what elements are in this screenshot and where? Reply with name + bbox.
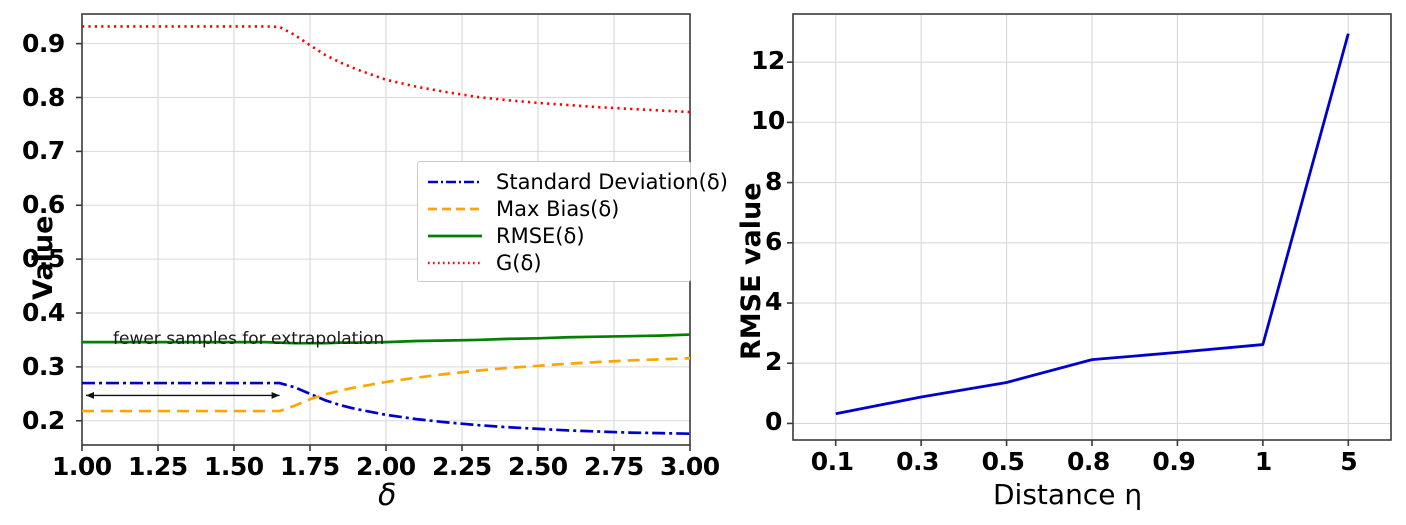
x-tick-2.25: 2.25 xyxy=(432,452,492,481)
y-tick-0.7: 0.7 xyxy=(22,136,65,166)
right-x-axis-label: Distance η xyxy=(993,478,1143,511)
right-chart-plot xyxy=(787,13,1392,446)
legend-item-max-bias[interactable]: Max Bias(δ) xyxy=(426,195,680,222)
x-tick-1: 1 xyxy=(1254,447,1272,476)
x-tick-0.8: 0.8 xyxy=(1067,447,1110,476)
x-tick-5: 5 xyxy=(1340,447,1358,476)
x-tick-2.50: 2.50 xyxy=(508,452,568,481)
right-y-axis-label: RMSE value xyxy=(736,182,767,360)
series-line-g xyxy=(82,25,691,114)
left-chart-panel: 0.2 0.3 0.4 0.5 0.6 0.7 0.8 0.9 1.00 1.25 1.50 1.7… xyxy=(22,13,728,513)
extrapolation-annotation: fewer samples for extrapolation xyxy=(113,329,385,349)
left-x-axis-label: δ xyxy=(378,478,397,513)
y-tick-0.6: 0.6 xyxy=(22,190,65,220)
y-tick-4: 4 xyxy=(765,287,782,317)
x-tick-1.50: 1.50 xyxy=(204,452,264,481)
series-line-rmse xyxy=(82,333,691,345)
x-tick-1.00: 1.00 xyxy=(52,452,112,481)
y-tick-0: 0 xyxy=(765,407,782,437)
x-tick-0.3: 0.3 xyxy=(896,447,939,476)
x-tick-2.00: 2.00 xyxy=(356,452,416,481)
y-tick-2: 2 xyxy=(765,347,782,377)
x-tick-1.25: 1.25 xyxy=(128,452,188,481)
y-tick-0.5: 0.5 xyxy=(22,244,65,274)
legend-item-rmse[interactable]: RMSE(δ) xyxy=(426,222,680,249)
legend-label-max-bias: Max Bias(δ) xyxy=(496,196,620,221)
legend-label-g: G(δ) xyxy=(496,250,542,275)
x-tick-0.5: 0.5 xyxy=(981,447,1025,476)
legend-item-standard-deviation[interactable]: Standard Deviation(δ) xyxy=(426,168,728,195)
legend-item-g[interactable]: G(δ) xyxy=(426,249,680,276)
y-tick-0.8: 0.8 xyxy=(22,82,65,112)
series-line-maxbias xyxy=(82,356,691,413)
left-chart-legend: Standard Deviation(δ) Max Bias(δ) RMSE(δ… xyxy=(417,161,728,282)
legend-line-sample-dashed xyxy=(428,207,482,210)
y-tick-12: 12 xyxy=(751,46,785,76)
y-tick-8: 8 xyxy=(765,166,782,196)
legend-line-sample-dashdot xyxy=(428,180,482,183)
y-tick-10: 10 xyxy=(751,106,785,136)
y-tick-0.2: 0.2 xyxy=(22,405,65,435)
x-tick-3.00: 3.00 xyxy=(660,452,720,481)
y-tick-0.4: 0.4 xyxy=(22,298,65,327)
series-line-rmse-value xyxy=(835,33,1350,416)
y-tick-6: 6 xyxy=(765,226,782,256)
series-line-standarddeviation xyxy=(82,381,691,436)
y-tick-0.9: 0.9 xyxy=(22,28,65,58)
right-chart-panel: 0 2 4 6 8 10 12 0.1 0.3 0.5 0.8 0.9 1 5 RMSE value D… xyxy=(703,0,1406,525)
legend-label-standard-deviation: Standard Deviation(δ) xyxy=(496,169,728,194)
x-tick-0.1: 0.1 xyxy=(810,447,854,476)
annotation-arrow xyxy=(86,392,280,399)
left-y-axis-label: Value xyxy=(28,215,59,300)
y-tick-0.3: 0.3 xyxy=(22,351,65,381)
legend-line-sample-solid xyxy=(428,234,482,237)
x-tick-0.9: 0.9 xyxy=(1152,447,1196,476)
x-tick-1.75: 1.75 xyxy=(280,452,340,481)
legend-label-rmse: RMSE(δ) xyxy=(496,223,585,248)
x-tick-2.75: 2.75 xyxy=(584,452,644,481)
legend-line-sample-dotted xyxy=(428,261,482,264)
